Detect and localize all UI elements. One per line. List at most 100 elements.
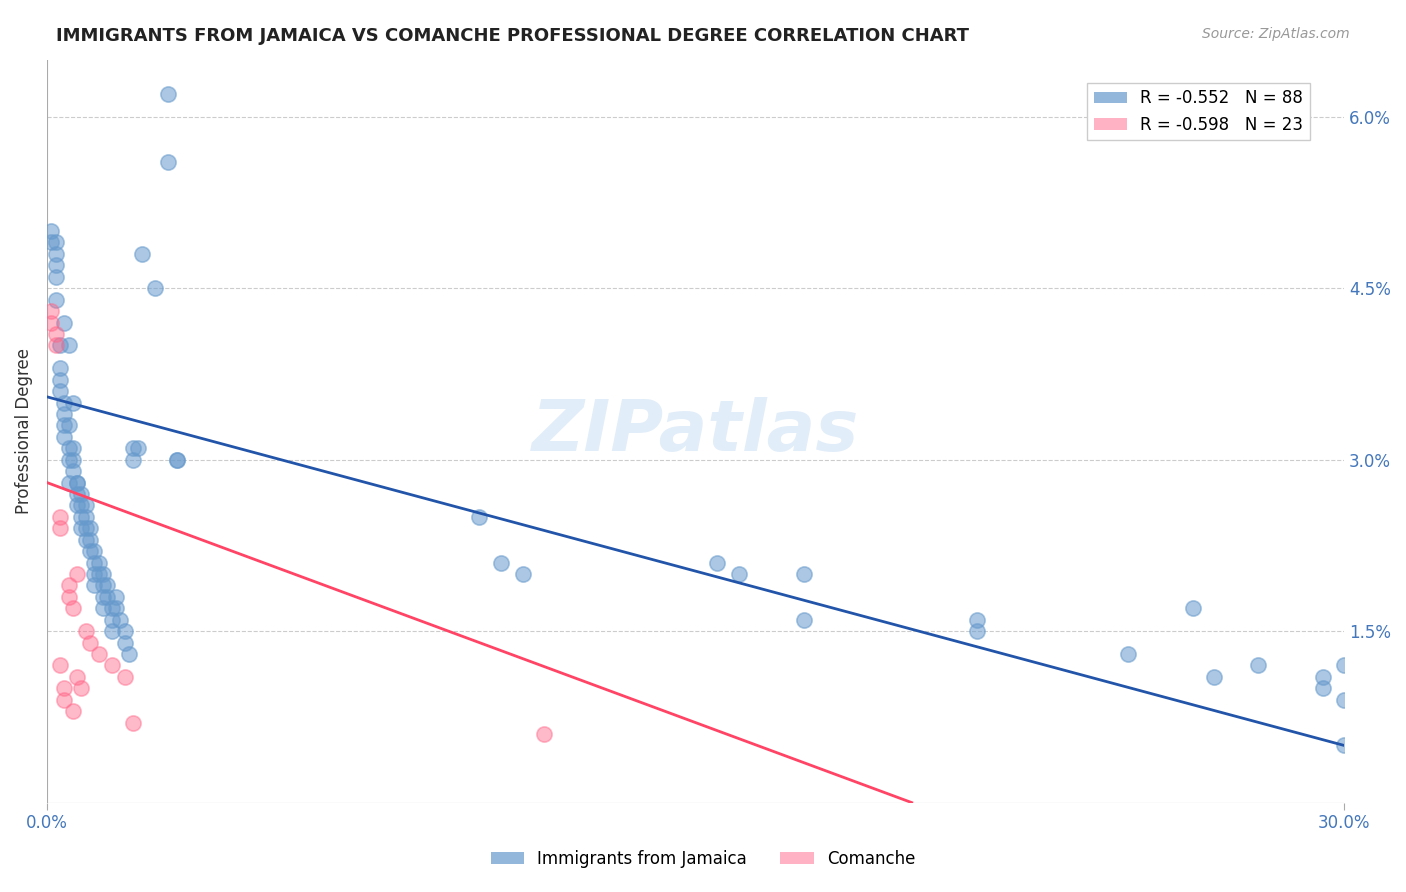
Immigrants from Jamaica xyxy=(1333,692,1355,706)
Immigrants from Jamaica xyxy=(79,533,101,547)
Immigrants from Jamaica xyxy=(512,566,534,581)
Immigrants from Jamaica xyxy=(91,578,114,592)
Immigrants from Jamaica xyxy=(53,430,76,444)
Immigrants from Jamaica xyxy=(118,647,141,661)
Immigrants from Jamaica xyxy=(127,442,149,456)
Immigrants from Jamaica xyxy=(62,464,84,478)
Comanche xyxy=(75,624,97,639)
Immigrants from Jamaica xyxy=(62,395,84,409)
Immigrants from Jamaica xyxy=(110,613,132,627)
Immigrants from Jamaica xyxy=(58,452,80,467)
Immigrants from Jamaica xyxy=(105,590,128,604)
Immigrants from Jamaica xyxy=(75,509,97,524)
Immigrants from Jamaica xyxy=(87,556,110,570)
Immigrants from Jamaica xyxy=(75,533,97,547)
Immigrants from Jamaica xyxy=(156,87,179,101)
Immigrants from Jamaica xyxy=(49,338,72,352)
Immigrants from Jamaica xyxy=(53,316,76,330)
Immigrants from Jamaica xyxy=(39,224,62,238)
Immigrants from Jamaica xyxy=(1181,601,1204,615)
Immigrants from Jamaica xyxy=(1116,647,1139,661)
Immigrants from Jamaica xyxy=(45,269,67,284)
Immigrants from Jamaica xyxy=(58,418,80,433)
Comanche xyxy=(49,658,72,673)
Immigrants from Jamaica xyxy=(79,521,101,535)
Immigrants from Jamaica xyxy=(122,452,145,467)
Immigrants from Jamaica xyxy=(45,293,67,307)
Immigrants from Jamaica xyxy=(58,475,80,490)
Immigrants from Jamaica xyxy=(79,544,101,558)
Y-axis label: Professional Degree: Professional Degree xyxy=(15,348,32,514)
Comanche xyxy=(53,692,76,706)
Immigrants from Jamaica xyxy=(45,258,67,272)
Immigrants from Jamaica xyxy=(96,590,118,604)
Immigrants from Jamaica xyxy=(83,556,105,570)
Immigrants from Jamaica xyxy=(966,613,988,627)
Immigrants from Jamaica xyxy=(1246,658,1268,673)
Immigrants from Jamaica xyxy=(727,566,749,581)
Immigrants from Jamaica xyxy=(100,613,122,627)
Immigrants from Jamaica xyxy=(39,235,62,250)
Immigrants from Jamaica xyxy=(122,442,145,456)
Text: Source: ZipAtlas.com: Source: ZipAtlas.com xyxy=(1202,27,1350,41)
Immigrants from Jamaica xyxy=(114,635,136,649)
Comanche xyxy=(114,670,136,684)
Immigrants from Jamaica xyxy=(114,624,136,639)
Immigrants from Jamaica xyxy=(83,566,105,581)
Immigrants from Jamaica xyxy=(53,395,76,409)
Comanche xyxy=(87,647,110,661)
Immigrants from Jamaica xyxy=(489,556,512,570)
Legend: R = -0.552   N = 88, R = -0.598   N = 23: R = -0.552 N = 88, R = -0.598 N = 23 xyxy=(1087,83,1310,140)
Immigrants from Jamaica xyxy=(105,601,128,615)
Immigrants from Jamaica xyxy=(66,499,89,513)
Immigrants from Jamaica xyxy=(131,247,153,261)
Immigrants from Jamaica xyxy=(793,613,815,627)
Immigrants from Jamaica xyxy=(70,521,93,535)
Comanche xyxy=(79,635,101,649)
Immigrants from Jamaica xyxy=(70,509,93,524)
Comanche xyxy=(62,704,84,718)
Comanche xyxy=(39,316,62,330)
Immigrants from Jamaica xyxy=(1333,658,1355,673)
Immigrants from Jamaica xyxy=(49,361,72,376)
Immigrants from Jamaica xyxy=(62,452,84,467)
Immigrants from Jamaica xyxy=(45,247,67,261)
Immigrants from Jamaica xyxy=(166,452,188,467)
Immigrants from Jamaica xyxy=(966,624,988,639)
Immigrants from Jamaica xyxy=(53,407,76,421)
Comanche xyxy=(66,566,89,581)
Comanche xyxy=(49,521,72,535)
Immigrants from Jamaica xyxy=(53,418,76,433)
Legend: Immigrants from Jamaica, Comanche: Immigrants from Jamaica, Comanche xyxy=(484,844,922,875)
Immigrants from Jamaica xyxy=(156,155,179,169)
Immigrants from Jamaica xyxy=(70,487,93,501)
Immigrants from Jamaica xyxy=(1333,739,1355,753)
Immigrants from Jamaica xyxy=(58,338,80,352)
Immigrants from Jamaica xyxy=(96,578,118,592)
Immigrants from Jamaica xyxy=(62,442,84,456)
Comanche xyxy=(70,681,93,696)
Immigrants from Jamaica xyxy=(166,452,188,467)
Immigrants from Jamaica xyxy=(1204,670,1226,684)
Immigrants from Jamaica xyxy=(1312,670,1334,684)
Text: IMMIGRANTS FROM JAMAICA VS COMANCHE PROFESSIONAL DEGREE CORRELATION CHART: IMMIGRANTS FROM JAMAICA VS COMANCHE PROF… xyxy=(56,27,969,45)
Immigrants from Jamaica xyxy=(91,590,114,604)
Comanche xyxy=(122,715,145,730)
Comanche xyxy=(45,338,67,352)
Immigrants from Jamaica xyxy=(100,624,122,639)
Comanche xyxy=(62,601,84,615)
Comanche xyxy=(45,326,67,341)
Immigrants from Jamaica xyxy=(1312,681,1334,696)
Immigrants from Jamaica xyxy=(66,487,89,501)
Comanche xyxy=(66,670,89,684)
Immigrants from Jamaica xyxy=(100,601,122,615)
Comanche xyxy=(100,658,122,673)
Immigrants from Jamaica xyxy=(58,442,80,456)
Comanche xyxy=(58,590,80,604)
Comanche xyxy=(49,509,72,524)
Immigrants from Jamaica xyxy=(66,475,89,490)
Immigrants from Jamaica xyxy=(49,373,72,387)
Immigrants from Jamaica xyxy=(83,578,105,592)
Immigrants from Jamaica xyxy=(143,281,166,295)
Comanche xyxy=(53,681,76,696)
